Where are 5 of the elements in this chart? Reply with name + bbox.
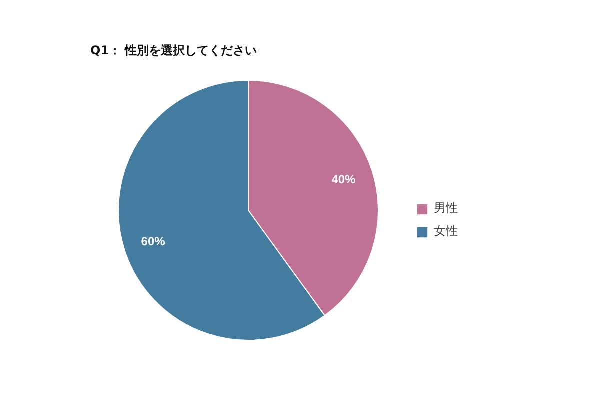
chart-title: Q1： 性別を選択してください <box>90 44 258 58</box>
legend-label: 女性 <box>434 223 458 240</box>
data-label: 60% <box>141 234 166 248</box>
legend-label: 男性 <box>434 200 458 217</box>
data-label: 40% <box>332 172 356 187</box>
